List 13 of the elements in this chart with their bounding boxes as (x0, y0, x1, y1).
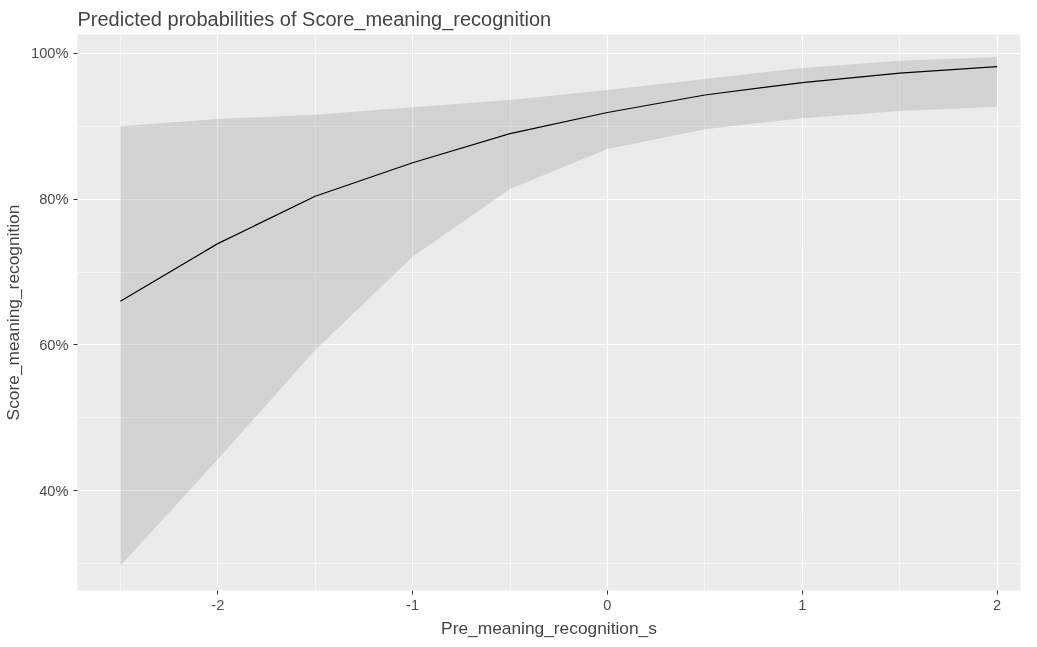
x-tick-label: 1 (798, 596, 807, 613)
y-axis-title: Score_meaning_recognition (3, 204, 24, 421)
y-tick-label: 60% (39, 336, 69, 353)
x-tick-label: -2 (211, 596, 225, 613)
line-series (119, 65, 998, 302)
x-axis-title: Pre_meaning_recognition_s (441, 617, 658, 638)
y-tick-label: 100% (31, 45, 69, 62)
chart-title: Predicted probabilities of Score_meaning_recognition (77, 7, 552, 31)
x-tick-label: 2 (993, 596, 1002, 613)
y-tick-label: 80% (39, 191, 69, 208)
x-tick-label: -1 (406, 596, 420, 613)
y-tick-label: 40% (39, 482, 69, 499)
x-tick-label: 0 (603, 596, 612, 613)
